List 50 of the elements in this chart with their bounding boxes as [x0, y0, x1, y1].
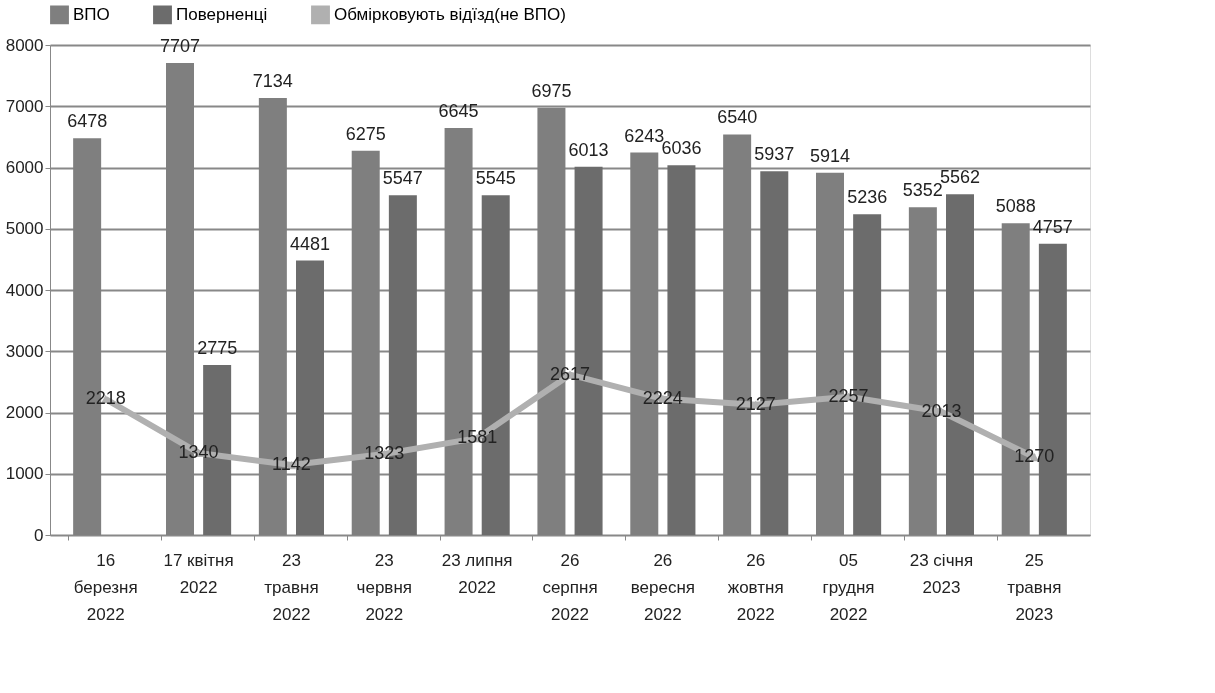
data-label: 1142 — [272, 454, 311, 475]
legend-label: ВПО — [73, 4, 110, 24]
x-tick-label: 23 липня 2022 — [441, 550, 513, 597]
data-label: 2224 — [642, 387, 683, 408]
y-tick-label: 7000 — [5, 96, 44, 116]
x-tick-label: 16 березня 2022 — [73, 550, 138, 624]
y-tick-label: 4000 — [5, 280, 44, 300]
data-label: 2127 — [735, 393, 776, 414]
data-label: 5545 — [475, 168, 516, 189]
x-tick-label: 26 вересня 2022 — [630, 550, 696, 624]
y-tick-label: 5000 — [5, 219, 44, 239]
data-label: 6478 — [67, 111, 108, 132]
data-label: 7134 — [252, 71, 293, 92]
y-tick-label: 3000 — [5, 341, 44, 361]
data-label: 5937 — [754, 144, 795, 165]
y-tick-label: 0 — [34, 525, 44, 545]
x-tick-label: 23 червня 2022 — [356, 550, 412, 624]
x-tick-label: 25 травня 2023 — [1007, 550, 1062, 624]
data-label: 2218 — [85, 388, 126, 409]
data-label: 5914 — [809, 145, 851, 166]
x-tick-label: 26 жовтня 2022 — [727, 550, 784, 624]
data-label: 6645 — [438, 100, 479, 121]
data-label: 6013 — [568, 139, 609, 160]
x-tick-label: 23 травня 2022 — [264, 550, 319, 624]
data-label: 1581 — [457, 427, 498, 448]
data-label: 7707 — [159, 35, 201, 56]
y-tick-label: 2000 — [5, 403, 44, 422]
data-label: 2617 — [549, 363, 591, 384]
y-tick-label: 6000 — [5, 158, 44, 177]
data-label: 5236 — [847, 187, 888, 208]
data-label: 5088 — [995, 196, 1036, 217]
data-label: 2775 — [197, 338, 238, 359]
legend-label: Поверненці — [176, 4, 268, 24]
data-label: 4481 — [289, 233, 331, 254]
data-label: 1323 — [364, 442, 405, 463]
legend-label: Обмірковують відїзд(не ВПО) — [334, 4, 566, 24]
data-label: 2257 — [828, 385, 869, 406]
data-label: 6975 — [531, 80, 572, 101]
data-label: 6540 — [717, 107, 758, 128]
x-tick-label: 17 квітня 2022 — [163, 550, 234, 597]
data-label: 1340 — [178, 441, 219, 462]
y-tick-label: 8000 — [5, 35, 44, 55]
data-label: 4757 — [1032, 216, 1073, 237]
x-tick-label: 26 серпня 2022 — [542, 550, 598, 624]
data-label: 2013 — [921, 400, 962, 421]
data-label: 6275 — [345, 123, 386, 144]
y-tick-label: 1000 — [5, 464, 44, 484]
x-tick-label: 05 грудня 2022 — [822, 550, 875, 624]
data-label: 5547 — [382, 168, 423, 189]
x-tick-label: 23 січня 2023 — [909, 550, 974, 597]
